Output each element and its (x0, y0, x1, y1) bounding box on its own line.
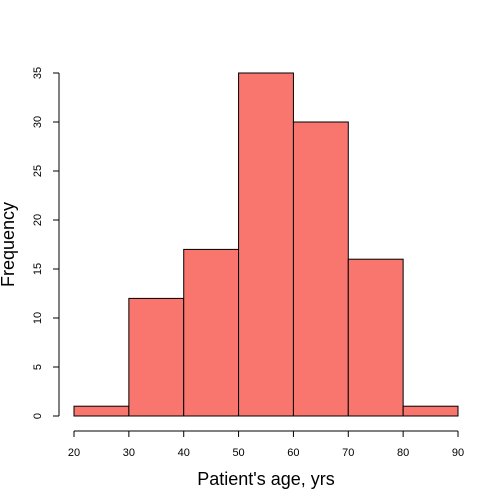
y-tick-label: 0 (32, 413, 44, 419)
histogram-bar (402, 405, 459, 417)
x-tick-label: 20 (68, 447, 80, 459)
y-tick-label: 5 (32, 364, 44, 370)
x-tick-label: 30 (123, 447, 135, 459)
y-tick-label: 10 (32, 312, 44, 324)
y-axis: 0 5 10 15 20 25 30 35 (32, 67, 60, 419)
histogram-bar (183, 248, 240, 417)
y-tick-label: 15 (32, 263, 44, 275)
y-tick-label: 25 (32, 165, 44, 177)
x-axis-title: Patient's age, yrs (197, 469, 335, 489)
y-tick-label: 35 (32, 67, 44, 79)
x-axis: 20 30 40 50 60 70 80 90 (68, 430, 464, 459)
x-tick-label: 70 (342, 447, 354, 459)
x-tick-label: 90 (452, 447, 464, 459)
histogram-bar (347, 258, 404, 417)
histogram-bars (73, 72, 459, 417)
x-tick-label: 40 (178, 447, 190, 459)
x-tick-label: 80 (397, 447, 409, 459)
histogram-bar (128, 297, 185, 417)
y-axis-title: Frequency (0, 202, 18, 287)
x-tick-label: 60 (287, 447, 299, 459)
histogram-bar (292, 121, 349, 417)
y-tick-label: 20 (32, 214, 44, 226)
histogram-bar (73, 405, 130, 417)
histogram-bar (238, 72, 294, 417)
x-tick-label: 50 (232, 447, 244, 459)
y-tick-label: 30 (32, 116, 44, 128)
